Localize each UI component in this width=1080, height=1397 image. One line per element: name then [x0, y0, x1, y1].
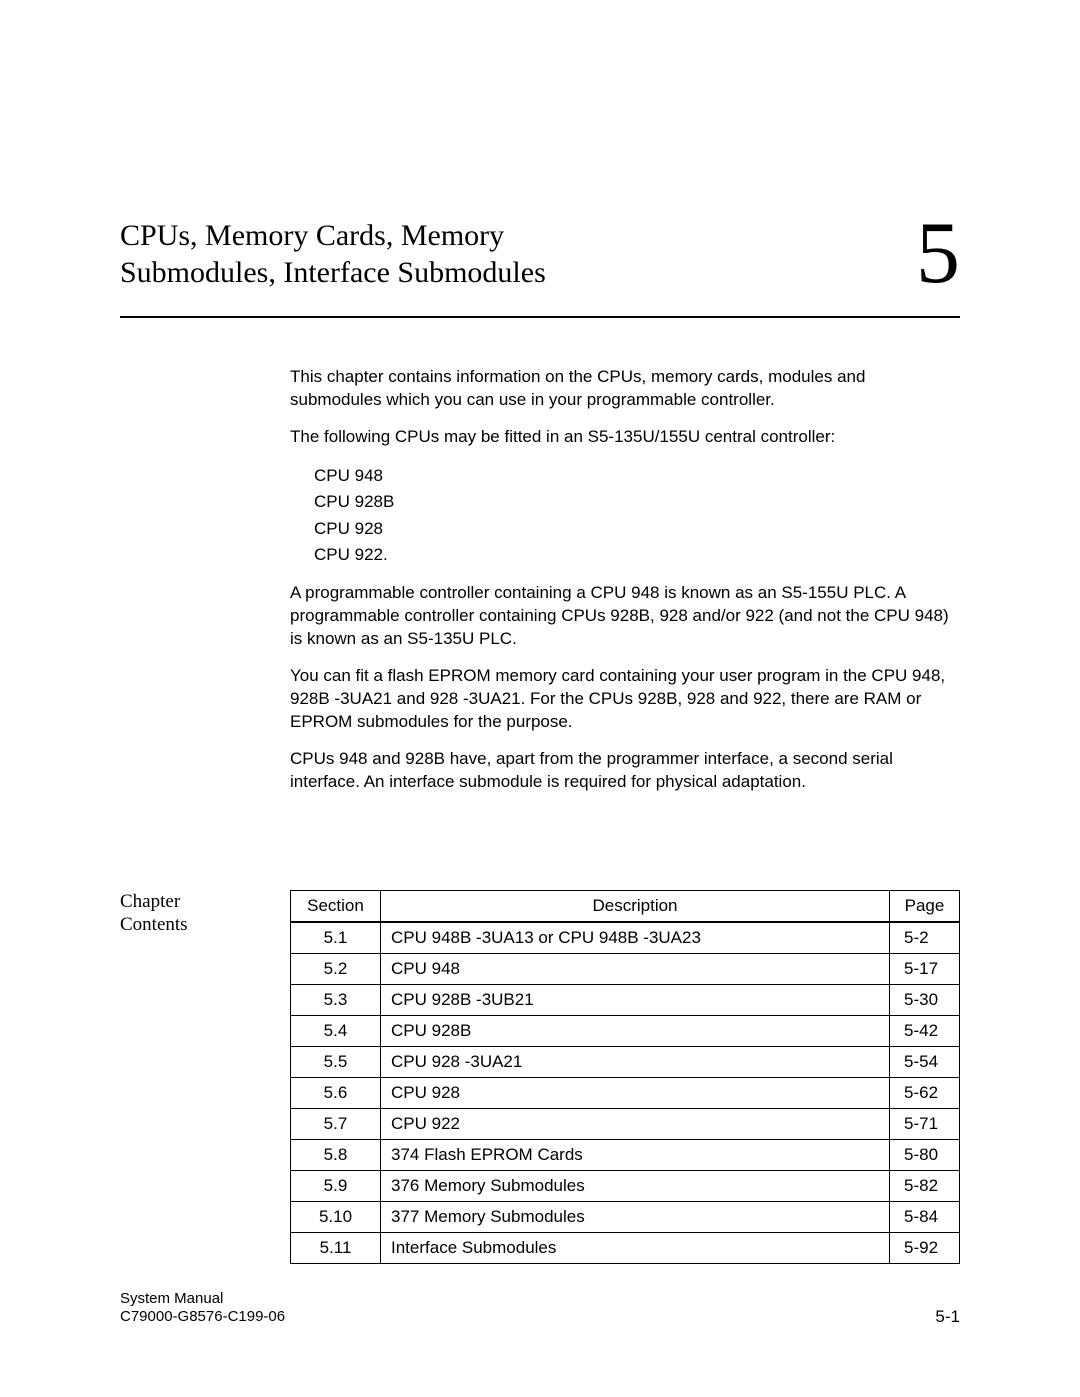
- cell-page: 5-62: [890, 1077, 960, 1108]
- intro-para-4: You can fit a flash EPROM memory card co…: [290, 665, 960, 734]
- intro-para-2: The following CPUs may be fitted in an S…: [290, 426, 960, 449]
- cell-section: 5.6: [291, 1077, 381, 1108]
- cell-page: 5-42: [890, 1015, 960, 1046]
- table-row: 5.7CPU 9225-71: [291, 1108, 960, 1139]
- table-row: 5.10377 Memory Submodules5-84: [291, 1201, 960, 1232]
- table-row: 5.3CPU 928B -3UB215-30: [291, 984, 960, 1015]
- footer-doc-id: System Manual C79000-G8576-C199-06: [120, 1290, 285, 1328]
- cell-description: 377 Memory Submodules: [381, 1201, 890, 1232]
- cpu-list-item: CPU 948: [314, 463, 960, 489]
- cell-page: 5-54: [890, 1046, 960, 1077]
- cell-page: 5-30: [890, 984, 960, 1015]
- table-body: 5.1CPU 948B -3UA13 or CPU 948B -3UA235-2…: [291, 922, 960, 1264]
- cell-section: 5.5: [291, 1046, 381, 1077]
- chapter-title-line1: CPUs, Memory Cards, Memory: [120, 219, 504, 252]
- table-row: 5.5CPU 928 -3UA215-54: [291, 1046, 960, 1077]
- footer-line2: C79000-G8576-C199-06: [120, 1308, 285, 1325]
- cell-page: 5-71: [890, 1108, 960, 1139]
- chapter-header: CPUs, Memory Cards, Memory Submodules, I…: [120, 210, 960, 318]
- page: CPUs, Memory Cards, Memory Submodules, I…: [0, 0, 1080, 1397]
- chapter-contents-block: Chapter Contents Section Description Pag…: [120, 890, 960, 1264]
- cell-page: 5-17: [890, 953, 960, 984]
- table-row: 5.4CPU 928B5-42: [291, 1015, 960, 1046]
- chapter-number: 5: [916, 210, 960, 298]
- intro-para-1: This chapter contains information on the…: [290, 366, 960, 412]
- cell-description: CPU 948: [381, 953, 890, 984]
- cell-section: 5.9: [291, 1170, 381, 1201]
- chapter-title-line2: Submodules, Interface Submodules: [120, 256, 546, 289]
- cell-page: 5-2: [890, 922, 960, 954]
- table-row: 5.11Interface Submodules5-92: [291, 1232, 960, 1263]
- chapter-contents-label-line1: Chapter: [120, 891, 180, 912]
- cell-description: CPU 928: [381, 1077, 890, 1108]
- cell-section: 5.11: [291, 1232, 381, 1263]
- cell-description: 376 Memory Submodules: [381, 1170, 890, 1201]
- table-header-row: Section Description Page: [291, 890, 960, 922]
- cell-page: 5-92: [890, 1232, 960, 1263]
- cell-section: 5.3: [291, 984, 381, 1015]
- table-row: 5.9376 Memory Submodules5-82: [291, 1170, 960, 1201]
- cpu-list: CPU 948 CPU 928B CPU 928 CPU 922.: [290, 463, 960, 568]
- cell-description: 374 Flash EPROM Cards: [381, 1139, 890, 1170]
- chapter-contents-table-wrap: Section Description Page 5.1CPU 948B -3U…: [290, 890, 960, 1264]
- cell-section: 5.4: [291, 1015, 381, 1046]
- table-row: 5.2CPU 9485-17: [291, 953, 960, 984]
- chapter-title: CPUs, Memory Cards, Memory Submodules, I…: [120, 217, 546, 292]
- col-page: Page: [890, 890, 960, 922]
- chapter-contents-table: Section Description Page 5.1CPU 948B -3U…: [290, 890, 960, 1264]
- cell-description: CPU 948B -3UA13 or CPU 948B -3UA23: [381, 922, 890, 954]
- chapter-contents-label: Chapter Contents: [120, 890, 290, 1264]
- intro-block: This chapter contains information on the…: [120, 366, 960, 808]
- col-description: Description: [381, 890, 890, 922]
- cell-page: 5-80: [890, 1139, 960, 1170]
- intro-para-3: A programmable controller containing a C…: [290, 582, 960, 651]
- cell-description: CPU 928B -3UB21: [381, 984, 890, 1015]
- footer-page-number: 5-1: [935, 1307, 960, 1327]
- cell-section: 5.8: [291, 1139, 381, 1170]
- chapter-contents-label-line2: Contents: [120, 914, 188, 935]
- cell-description: CPU 928B: [381, 1015, 890, 1046]
- table-row: 5.8374 Flash EPROM Cards5-80: [291, 1139, 960, 1170]
- page-footer: System Manual C79000-G8576-C199-06 5-1: [120, 1290, 960, 1328]
- cpu-list-item: CPU 928: [314, 516, 960, 542]
- footer-line1: System Manual: [120, 1290, 223, 1307]
- cpu-list-item: CPU 928B: [314, 489, 960, 515]
- cell-section: 5.2: [291, 953, 381, 984]
- cpu-list-item: CPU 922.: [314, 542, 960, 568]
- col-section: Section: [291, 890, 381, 922]
- cell-section: 5.10: [291, 1201, 381, 1232]
- intro-text: This chapter contains information on the…: [290, 366, 960, 808]
- intro-left-gutter: [120, 366, 290, 808]
- cell-section: 5.1: [291, 922, 381, 954]
- cell-description: Interface Submodules: [381, 1232, 890, 1263]
- cell-page: 5-84: [890, 1201, 960, 1232]
- cell-section: 5.7: [291, 1108, 381, 1139]
- cell-page: 5-82: [890, 1170, 960, 1201]
- cell-description: CPU 928 -3UA21: [381, 1046, 890, 1077]
- table-row: 5.6CPU 9285-62: [291, 1077, 960, 1108]
- cell-description: CPU 922: [381, 1108, 890, 1139]
- table-row: 5.1CPU 948B -3UA13 or CPU 948B -3UA235-2: [291, 922, 960, 954]
- intro-para-5: CPUs 948 and 928B have, apart from the p…: [290, 748, 960, 794]
